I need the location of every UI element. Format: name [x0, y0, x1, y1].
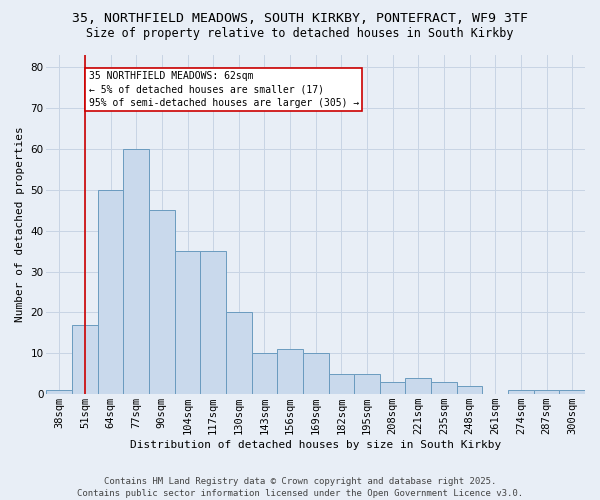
Bar [431, 382, 457, 394]
Bar [175, 251, 200, 394]
Bar [46, 390, 72, 394]
Bar [508, 390, 534, 394]
Bar [226, 312, 251, 394]
Bar [124, 149, 149, 394]
Bar [534, 390, 559, 394]
Text: Contains HM Land Registry data © Crown copyright and database right 2025.
Contai: Contains HM Land Registry data © Crown c… [77, 476, 523, 498]
Bar [149, 210, 175, 394]
Bar [380, 382, 406, 394]
Bar [329, 374, 354, 394]
Text: 35, NORTHFIELD MEADOWS, SOUTH KIRKBY, PONTEFRACT, WF9 3TF: 35, NORTHFIELD MEADOWS, SOUTH KIRKBY, PO… [72, 12, 528, 26]
Text: 35 NORTHFIELD MEADOWS: 62sqm
← 5% of detached houses are smaller (17)
95% of sem: 35 NORTHFIELD MEADOWS: 62sqm ← 5% of det… [89, 72, 359, 108]
Bar [200, 251, 226, 394]
Bar [72, 324, 98, 394]
Bar [277, 349, 303, 394]
Bar [406, 378, 431, 394]
Bar [559, 390, 585, 394]
Text: Size of property relative to detached houses in South Kirkby: Size of property relative to detached ho… [86, 28, 514, 40]
Bar [303, 354, 329, 394]
X-axis label: Distribution of detached houses by size in South Kirkby: Distribution of detached houses by size … [130, 440, 502, 450]
Bar [98, 190, 124, 394]
Bar [354, 374, 380, 394]
Bar [251, 354, 277, 394]
Y-axis label: Number of detached properties: Number of detached properties [15, 126, 25, 322]
Bar [457, 386, 482, 394]
